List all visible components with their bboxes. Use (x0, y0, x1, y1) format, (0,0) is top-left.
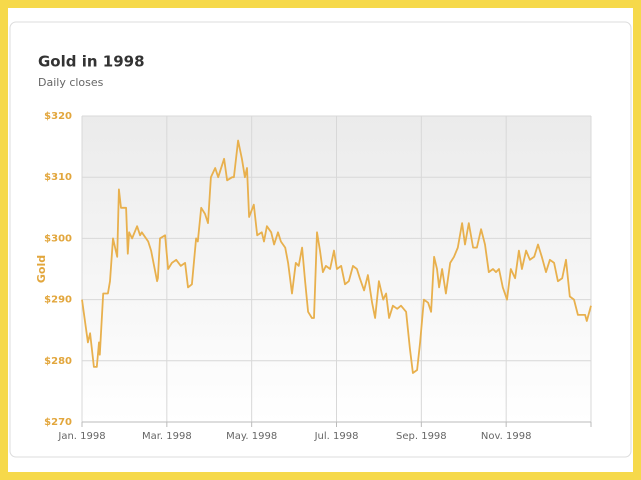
y-tick-label: $320 (44, 111, 72, 122)
chart-subtitle: Daily closes (38, 76, 104, 89)
y-tick-label: $290 (44, 295, 72, 306)
x-tick-label: Nov. 1998 (481, 431, 532, 442)
y-tick-label: $280 (44, 356, 72, 367)
x-tick-label: May. 1998 (226, 431, 277, 442)
line (81, 139, 592, 374)
x-tick-label: Mar. 1998 (142, 431, 192, 442)
x-tick-label: Sep. 1998 (396, 431, 447, 442)
y-tick-label: $310 (44, 172, 72, 183)
chart-title: Gold in 1998 (38, 53, 145, 71)
y-axis-label: Gold (35, 255, 48, 283)
y-tick-label: $270 (44, 417, 72, 428)
y-tick-label: $300 (44, 233, 72, 244)
x-tick-label: Jul. 1998 (314, 431, 359, 442)
x-tick-label: Jan. 1998 (57, 431, 105, 442)
